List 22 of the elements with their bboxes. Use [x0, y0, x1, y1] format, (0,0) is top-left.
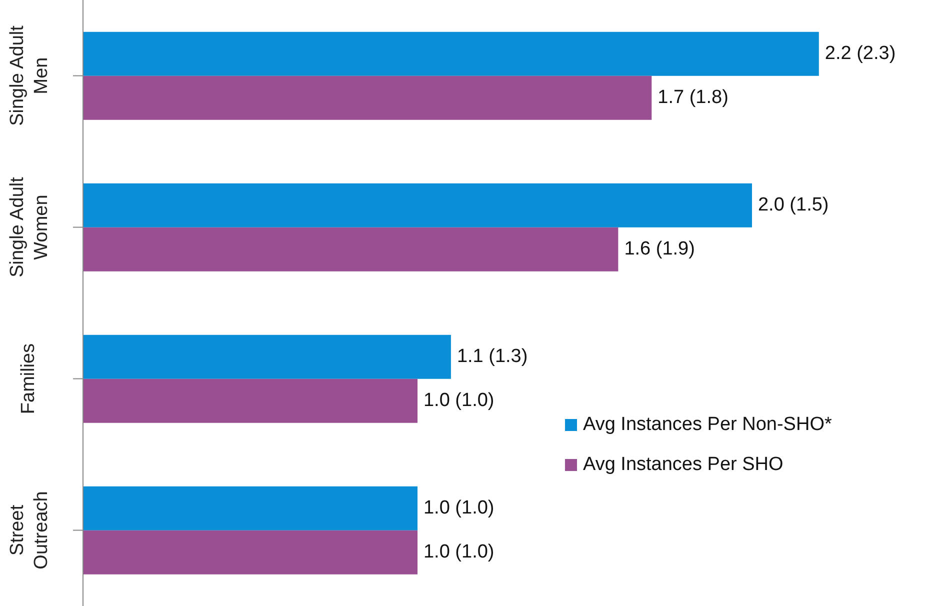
- bar: [83, 530, 418, 574]
- y-tick-label: Families: [18, 343, 40, 414]
- bar: [83, 76, 652, 120]
- y-tick-label: Single Adult Men: [7, 24, 52, 126]
- data-label: 2.0 (1.5): [758, 194, 829, 216]
- data-label: 1.0 (1.0): [424, 390, 494, 411]
- data-label: 1.7 (1.8): [658, 86, 728, 108]
- bar: [83, 378, 418, 423]
- bar: [83, 334, 451, 379]
- data-label: 1.1 (1.3): [456, 346, 528, 367]
- bar: [83, 486, 418, 530]
- data-label: 1.6 (1.9): [624, 238, 695, 260]
- bar: [83, 32, 819, 76]
- legend-label: Avg Instances Per SHO: [583, 454, 784, 476]
- bar: [83, 227, 618, 272]
- data-label: 2.2 (2.3): [824, 42, 896, 64]
- data-label: 1.0 (1.0): [424, 541, 494, 562]
- y-tick-label: Single Adult Women: [7, 176, 52, 278]
- data-label: 1.0 (1.0): [424, 497, 494, 518]
- bar: [83, 183, 752, 228]
- legend-label: Avg Instances Per Non-SHO*: [583, 414, 832, 436]
- y-tick-label: Street Outreach: [7, 491, 52, 570]
